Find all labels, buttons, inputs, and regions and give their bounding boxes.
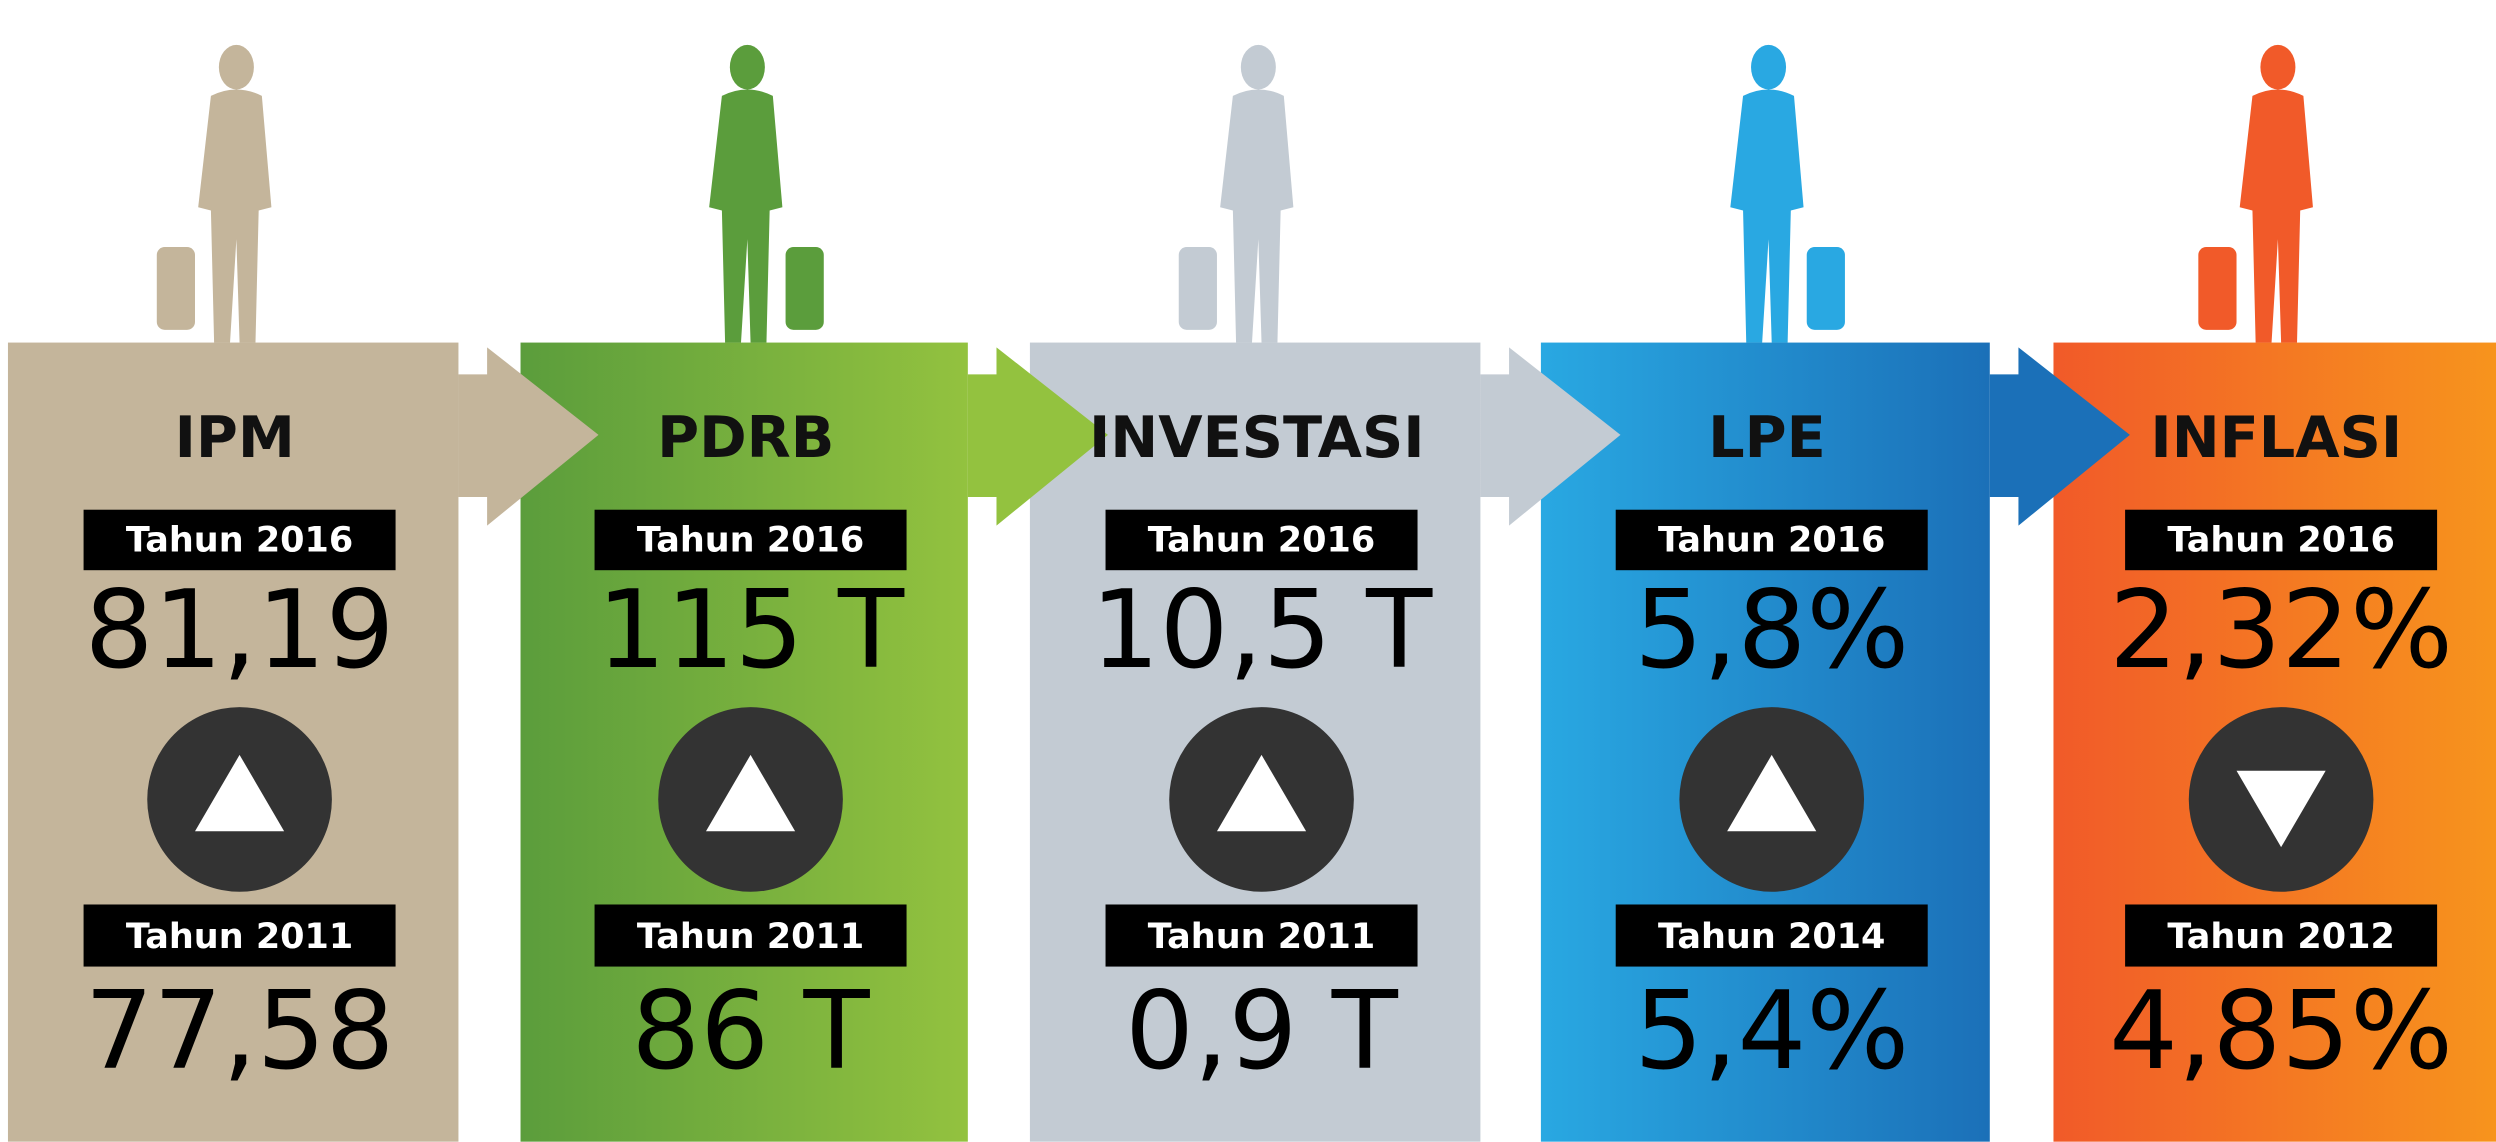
previous-label: Tahun 2011 [126,916,353,957]
silhouette-head [1240,44,1276,90]
silhouette-head [218,44,254,90]
silhouette-head [2260,44,2296,90]
current-value: 115 T [597,567,905,693]
trend-triangle [195,754,285,832]
trend-triangle [705,754,796,832]
silhouette-body [2239,89,2313,343]
current-label: Tahun 2016 [637,520,864,561]
current-label: Tahun 2016 [2167,520,2394,561]
previous-value: 77,58 [85,968,395,1094]
silhouette-bag [1178,247,1217,330]
connector-arrow [1480,347,1621,526]
panel-title: INVESTASI [1089,404,1425,471]
silhouette-body [1220,89,1294,343]
trend-triangle [2236,770,2326,848]
silhouette-bag [156,247,195,330]
previous-value: 5,4% [1634,968,1909,1094]
label-box [594,509,907,571]
connector-arrow [1989,347,2130,526]
panel-title: PDRB [657,404,834,471]
panel-title: LPE [1708,404,1826,471]
current-value: 5,8% [1634,567,1909,693]
current-value: 10,5 T [1091,567,1433,693]
silhouette-bag [785,247,824,330]
connector-arrow [967,347,1108,526]
label-box [594,904,907,967]
silhouette-body [198,89,272,343]
label-box [1615,509,1928,571]
label-box [1105,509,1418,571]
label-box [83,509,396,571]
silhouette-body [1730,89,1804,343]
current-value: 81,19 [85,567,395,693]
panel-title: INFLASI [2150,404,2402,471]
silhouette-head [729,44,765,90]
label-box [2125,904,2438,967]
silhouette-bag [2198,247,2237,330]
previous-value: 0,9 T [1125,968,1399,1094]
panel-title: IPM [175,404,295,471]
silhouette-bag [1806,247,1845,330]
previous-label: Tahun 2011 [637,916,864,957]
current-value: 2,32% [2109,567,2453,693]
previous-label: Tahun 2011 [1148,916,1375,957]
label-box [1105,904,1418,967]
silhouette-body [709,89,783,343]
silhouette [709,44,824,343]
previous-value: 86 T [631,968,870,1094]
silhouette [156,44,272,343]
label-box [83,904,396,967]
current-label: Tahun 2016 [1148,520,1375,561]
connector-arrow [458,347,599,526]
silhouette-head [1751,44,1787,90]
silhouette [1178,44,1294,343]
previous-label: Tahun 2014 [1658,916,1885,957]
label-box [1615,904,1928,967]
silhouette [1730,44,1845,343]
current-label: Tahun 2016 [126,520,353,561]
trend-triangle [1216,754,1307,832]
silhouette [2198,44,2313,343]
current-label: Tahun 2016 [1658,520,1885,561]
previous-value: 4,85% [2109,968,2453,1094]
label-box [2125,509,2438,571]
trend-triangle [1727,754,1817,832]
previous-label: Tahun 2012 [2167,916,2394,957]
